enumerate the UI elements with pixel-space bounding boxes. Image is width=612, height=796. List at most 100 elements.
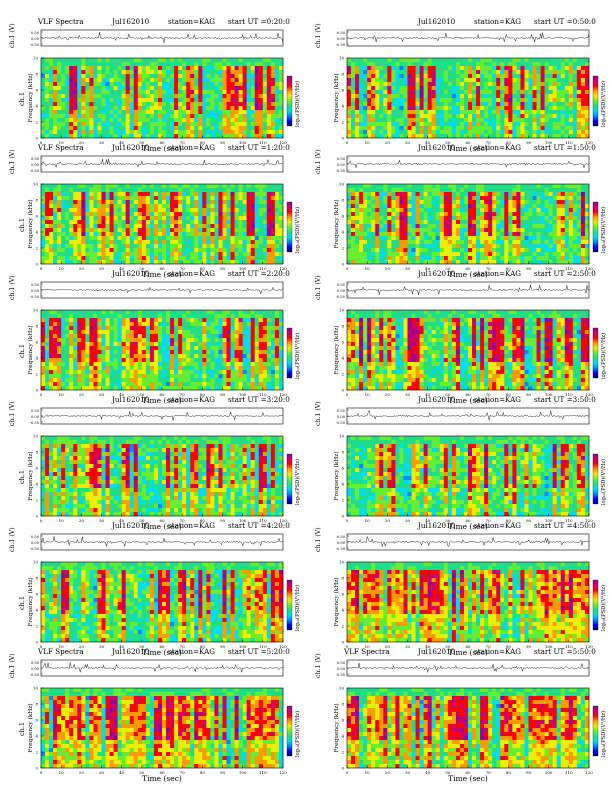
y-tick-label: 4 <box>35 482 38 487</box>
waveform-y-label: ch.1 (V) <box>315 149 322 174</box>
y-axis-label: Frequency (kHz) <box>333 703 340 752</box>
y-tick-label: 10 <box>339 308 345 313</box>
waveform-tick-label: 0.50 <box>337 409 346 413</box>
colorbar-label: log₁₀(PSD)(V²/Hz) <box>294 207 301 253</box>
y-tick-label: 8 <box>341 702 344 707</box>
y-axis-label: Frequency (kHz) <box>27 703 34 752</box>
x-tick-label: 30 <box>99 644 105 649</box>
x-tick-label: 20 <box>385 392 391 397</box>
y-tick-label: 8 <box>35 576 38 581</box>
spectrogram-cells <box>41 562 283 642</box>
y-tick-label: 4 <box>341 104 344 109</box>
panel-date: Jul162010 <box>111 521 150 530</box>
colorbar-label: log₁₀(PSD)(V²/Hz) <box>600 711 607 757</box>
panel-start-time: start UT =5:20:0 <box>228 647 290 656</box>
x-tick-label: 90 <box>526 266 532 271</box>
waveform-tick-label: -0.50 <box>30 295 40 299</box>
waveform-tick-label: 0.00 <box>337 289 346 293</box>
panel-start-time: start UT =5:50:0 <box>534 647 596 656</box>
x-tick-label: 110 <box>259 770 267 775</box>
waveform-tick-label: -0.50 <box>336 673 346 677</box>
waveform-y-label: ch.1 (V) <box>9 149 16 174</box>
waveform-tick-label: 0.00 <box>31 289 40 293</box>
panel-station: station=KAG <box>168 395 215 404</box>
y-tick-label: 0 <box>35 640 38 645</box>
waveform-tick-label: 0.50 <box>31 31 40 35</box>
y-tick-label: 2 <box>341 372 344 377</box>
panel-date: Jul162010 <box>417 17 456 26</box>
x-tick-label: 90 <box>220 770 226 775</box>
waveform-tick-label: 0.50 <box>31 661 40 665</box>
panel-station: station=KAG <box>474 17 521 26</box>
y-tick-label: 8 <box>35 450 38 455</box>
waveform-y-label: ch.1 (V) <box>315 23 322 48</box>
y-tick-label: 4 <box>341 608 344 613</box>
x-tick-label: 90 <box>526 518 532 523</box>
panel-date: Jul162010 <box>111 647 150 656</box>
x-axis-label: Time (sec) <box>448 774 488 783</box>
colorbar <box>593 706 598 756</box>
panel-station: station=KAG <box>168 269 215 278</box>
x-tick-label: 10 <box>59 770 65 775</box>
x-tick-label: 30 <box>99 770 105 775</box>
y-tick-label: 8 <box>341 72 344 77</box>
waveform-tick-label: 0.50 <box>337 31 346 35</box>
waveform-frame <box>41 156 283 172</box>
waveform-tick-label: -0.50 <box>336 421 346 425</box>
colorbar-label: log₁₀(PSD)(V²/Hz) <box>600 333 607 379</box>
colorbar-label: log₁₀(PSD)(V²/Hz) <box>294 333 301 379</box>
x-tick-label: 0 <box>346 140 349 145</box>
y-tick-label: 10 <box>33 56 39 61</box>
panel-date: Jul162010 <box>417 269 456 278</box>
waveform-tick-label: -0.50 <box>336 169 346 173</box>
y-axis-label: Frequency (kHz) <box>333 451 340 500</box>
y-tick-label: 0 <box>341 388 344 393</box>
waveform-tick-label: -0.50 <box>336 547 346 551</box>
panel-title: VLF Spectra <box>37 143 84 152</box>
channel-label: ch.1 <box>18 218 26 232</box>
spectrogram-cells <box>41 184 283 264</box>
panel-station: station=KAG <box>474 647 521 656</box>
y-tick-label: 6 <box>341 466 344 471</box>
y-tick-label: 8 <box>35 324 38 329</box>
x-tick-label: 100 <box>239 770 247 775</box>
y-tick-label: 10 <box>33 434 39 439</box>
spectrogram-cells <box>41 310 283 390</box>
colorbar <box>287 706 292 756</box>
x-tick-label: 10 <box>365 140 371 145</box>
y-tick-label: 6 <box>341 340 344 345</box>
waveform-tick-label: 0.50 <box>337 661 346 665</box>
x-tick-label: 90 <box>526 770 532 775</box>
y-tick-label: 8 <box>341 324 344 329</box>
x-tick-label: 110 <box>565 770 573 775</box>
y-tick-label: 6 <box>341 214 344 219</box>
channel-label: ch.1 <box>18 92 26 106</box>
y-axis-label: Frequency (kHz) <box>27 73 34 122</box>
panel-start-time: start UT =0:20:0 <box>228 17 290 26</box>
panel-date: Jul162010 <box>111 17 150 26</box>
waveform-tick-label: 0.00 <box>337 37 346 41</box>
y-tick-label: 6 <box>35 340 38 345</box>
x-tick-label: 30 <box>405 392 411 397</box>
waveform-y-label: ch.1 (V) <box>9 527 16 552</box>
panel-station: station=KAG <box>168 521 215 530</box>
x-tick-label: 30 <box>405 644 411 649</box>
x-tick-label: 30 <box>99 392 105 397</box>
panel-title: VLF Spectra <box>37 17 84 26</box>
x-tick-label: 100 <box>545 770 553 775</box>
spectrogram-cells <box>41 688 283 768</box>
waveform-tick-label: -0.50 <box>30 421 40 425</box>
x-tick-label: 10 <box>365 518 371 523</box>
panel-start-time: start UT =4:20:0 <box>228 521 290 530</box>
y-axis-label: Frequency (kHz) <box>333 199 340 248</box>
y-tick-label: 6 <box>341 718 344 723</box>
waveform-y-label: ch.1 (V) <box>315 401 322 426</box>
waveform-tick-label: 0.50 <box>31 157 40 161</box>
channel-label: ch.1 <box>18 470 26 484</box>
waveform-tick-label: 0.00 <box>337 541 346 545</box>
waveform-tick-label: 0.00 <box>31 163 40 167</box>
